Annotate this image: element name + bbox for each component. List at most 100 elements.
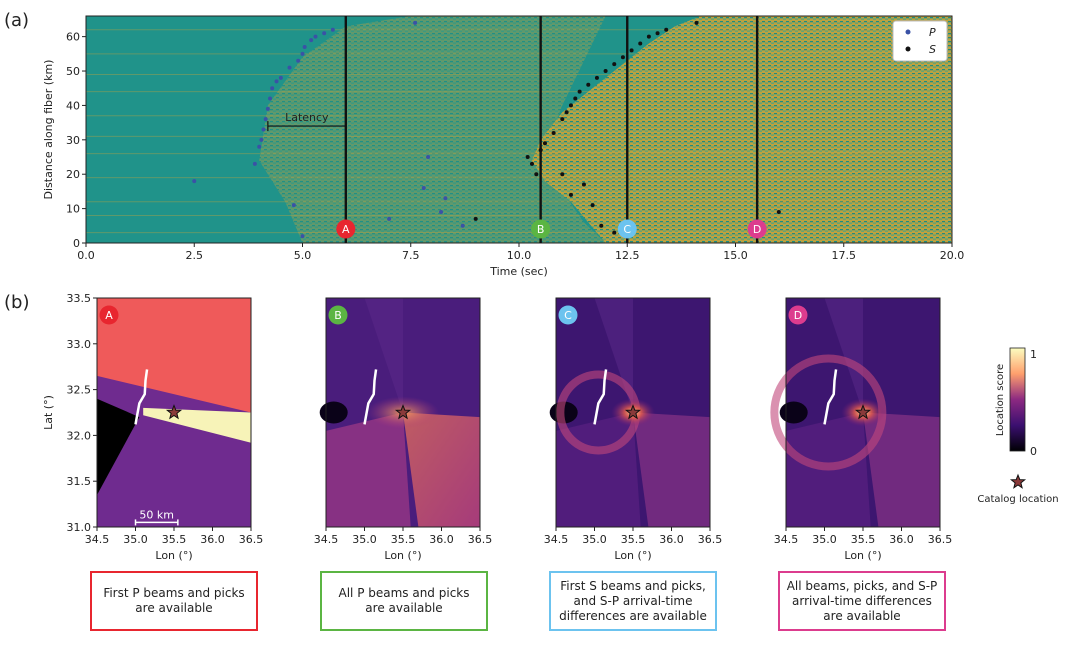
x-tick-label: 34.5: [314, 533, 339, 546]
colorbar-max: 1: [1030, 348, 1037, 361]
x-tick-label: 36.0: [200, 533, 225, 546]
p-pick: [296, 58, 301, 63]
legend-p-marker: [905, 29, 911, 35]
s-pick: [612, 230, 617, 235]
x-tick-label: 35.5: [851, 533, 876, 546]
x-tick-label: 35.5: [162, 533, 187, 546]
colorbar-min: 0: [1030, 445, 1037, 458]
x-tick-label: 36.0: [659, 533, 684, 546]
y-tick-label: 50: [66, 65, 80, 78]
s-pick: [776, 210, 781, 215]
p-pick: [287, 65, 292, 70]
s-pick: [586, 82, 591, 87]
p-pick: [309, 38, 314, 43]
x-tick-label: 17.5: [832, 249, 857, 262]
s-pick: [629, 48, 634, 53]
x-tick-label: 35.0: [812, 533, 837, 546]
s-pick: [581, 182, 586, 187]
p-pick: [252, 161, 257, 166]
map-b: B 34.5 35.0 35.5 36.0 36.5 Lon (°): [314, 297, 492, 562]
x-axis-label: Lon (°): [155, 549, 192, 562]
x-tick-label: 2.5: [186, 249, 204, 262]
p-pick: [387, 216, 392, 221]
low-score-spot: [779, 401, 808, 424]
s-pick: [594, 75, 599, 80]
map-region-black: [97, 398, 140, 495]
p-pick: [421, 185, 426, 190]
map-badge-d: [788, 305, 808, 325]
p-pick: [192, 179, 197, 184]
s-pick: [525, 155, 530, 160]
marker-circle-a: [336, 219, 356, 239]
x-tick-label: 34.5: [774, 533, 799, 546]
map-c: C 34.5 35.0 35.5 36.0 36.5 Lon (°): [544, 297, 723, 562]
fiber-line: [593, 369, 608, 425]
marker-letter-b: B: [537, 223, 545, 236]
panel-b: (b) A 34.5 35.0 35.5 36.0 36.5 Lon (°) 31.0 31.5 3…: [4, 292, 1059, 562]
map-badge-letter: A: [105, 309, 113, 322]
s-pick: [551, 130, 556, 135]
x-axis-label: Time (sec): [489, 265, 548, 278]
s-wave-energy: [531, 16, 952, 243]
x-axis-label: Lon (°): [844, 549, 881, 562]
catalog-star: [394, 404, 412, 420]
caption-box-c: First S beams and picks, and S-P arrival…: [549, 571, 717, 631]
p-pick: [426, 155, 431, 160]
panel-a: (a) A B C D Latency PS 0.0 2.5 5.0 7.5 10.0 12.5 15.0…: [4, 10, 964, 278]
s-pick: [542, 141, 547, 146]
p-pick: [265, 106, 270, 111]
s-pick: [564, 110, 569, 115]
caption-text-c: First S beams and picks, and S-P arrival…: [559, 578, 707, 623]
catalog-star: [165, 404, 183, 420]
beam-fan-left: [326, 412, 411, 527]
s-pick: [620, 55, 625, 60]
legend-box: [892, 20, 948, 62]
marker-letter-a: A: [342, 223, 350, 236]
p-pick: [259, 137, 264, 142]
x-tick-label: 36.0: [889, 533, 914, 546]
x-tick-label: 35.5: [391, 533, 416, 546]
s-pick: [568, 103, 573, 108]
y-tick-label: 40: [66, 99, 80, 112]
s-pick: [664, 27, 669, 32]
s-pick: [473, 216, 478, 221]
scale-label: 50 km: [139, 508, 174, 521]
marker-letter-d: D: [753, 223, 761, 236]
beam-fan-top: [364, 298, 403, 413]
map-badge-c: [558, 305, 578, 325]
x-tick-label: 36.5: [698, 533, 723, 546]
marker-letter-c: C: [623, 223, 631, 236]
p-pick: [291, 203, 296, 208]
x-tick-label: 10.0: [507, 249, 532, 262]
p-pick: [300, 234, 305, 239]
x-tick-label: 36.5: [239, 533, 264, 546]
y-tick-label: 32.0: [67, 429, 92, 442]
x-tick-label: 0.0: [77, 249, 95, 262]
latency-label: Latency: [285, 111, 329, 124]
beam-fan-top: [824, 298, 863, 413]
catalog-legend-label: Catalog location: [977, 494, 1058, 505]
y-tick-label: 32.5: [67, 384, 92, 397]
p-pick: [268, 96, 273, 101]
map-badge-letter: D: [794, 309, 802, 322]
s-pick: [534, 172, 539, 177]
x-tick-label: 12.5: [615, 249, 640, 262]
fiber-line: [134, 369, 149, 425]
caption-text-b: All P beams and picks are available: [338, 586, 470, 615]
caption-box-a: First P beams and picks are available: [90, 571, 258, 631]
y-tick-label: 10: [66, 203, 80, 216]
map-badge-b: [328, 305, 348, 325]
p-pick: [270, 86, 275, 91]
x-axis-label: Lon (°): [384, 549, 421, 562]
beam-fan: [863, 412, 940, 527]
x-tick-label: 35.5: [621, 533, 646, 546]
s-pick: [612, 62, 617, 67]
fiber-line: [823, 369, 838, 425]
s-pick: [577, 89, 582, 94]
map-badge-letter: B: [334, 309, 342, 322]
y-tick-label: 20: [66, 168, 80, 181]
p-pick: [257, 144, 262, 149]
s-pick: [694, 20, 699, 25]
x-tick-label: 35.0: [352, 533, 377, 546]
